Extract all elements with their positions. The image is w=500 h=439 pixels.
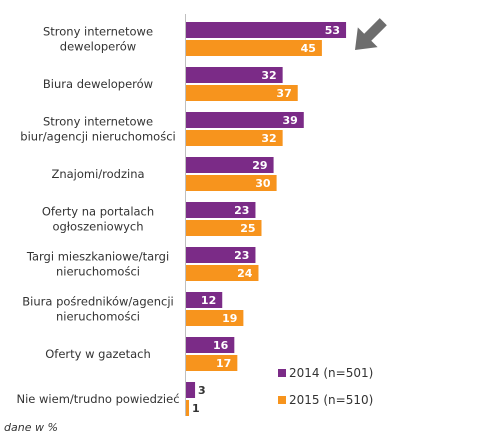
category-label: Targi mieszkaniowe/targi [26, 250, 169, 264]
category-label: Biura pośredników/agencji [22, 295, 173, 309]
bar-value-label: 24 [237, 267, 253, 280]
category-label: Znajomi/rodzina [51, 167, 144, 181]
legend-label: 2015 (n=510) [289, 393, 373, 407]
legend-label: 2014 (n=501) [289, 366, 373, 380]
bar-2015 [186, 40, 322, 56]
bar-value-label: 32 [261, 69, 276, 82]
bar-2015 [186, 175, 277, 191]
bar-value-label: 1 [192, 402, 200, 415]
bar-2014 [186, 202, 256, 218]
legend-swatch [278, 369, 286, 377]
legend: 2014 (n=501) 2015 (n=510) [278, 366, 373, 407]
bar-value-label: 23 [234, 204, 249, 217]
bar-value-label: 17 [216, 357, 231, 370]
bar-2015 [186, 85, 298, 101]
category-label: Biura deweloperów [43, 77, 153, 91]
bar-2014 [186, 247, 256, 263]
category-label: biur/agencji nieruchomości [20, 130, 175, 144]
bar-value-label: 39 [282, 114, 297, 127]
bar-value-label: 19 [222, 312, 237, 325]
bar-value-label: 23 [234, 249, 249, 262]
category-label: Oferty w gazetach [45, 347, 151, 361]
category-label: Nie wiem/trudno powiedzieć [16, 392, 179, 406]
bar-2015 [186, 220, 262, 236]
bar-2014 [186, 67, 283, 83]
bar-2015 [186, 355, 238, 371]
legend-swatch [278, 396, 286, 404]
bar-2014 [186, 22, 347, 38]
bar-2014 [186, 382, 196, 398]
bar-value-label: 12 [201, 294, 216, 307]
bar-value-label: 45 [301, 42, 316, 55]
bar-2014 [186, 157, 274, 173]
bar-value-label: 32 [261, 132, 276, 145]
category-label: nieruchomości [56, 265, 140, 279]
category-label: deweloperów [60, 40, 136, 54]
bar-value-label: 3 [198, 384, 206, 397]
bar-2015 [186, 400, 190, 416]
bar-value-label: 37 [276, 87, 291, 100]
arrow-icon [355, 18, 387, 50]
bar-2014 [186, 292, 223, 308]
bar-2014 [186, 112, 304, 128]
category-label: ogłoszeniowych [52, 220, 143, 234]
category-label: Strony internetowe [43, 115, 153, 129]
bar-value-label: 30 [255, 177, 271, 190]
category-label: Strony internetowe [43, 25, 153, 39]
bar-value-label: 29 [252, 159, 267, 172]
category-label: nieruchomości [56, 310, 140, 324]
units-note: dane w % [4, 421, 58, 434]
bar-2015 [186, 130, 283, 146]
bar-2014 [186, 337, 235, 353]
category-label: Oferty na portalach [42, 205, 154, 219]
bar-value-label: 25 [240, 222, 255, 235]
bar-value-label: 16 [213, 339, 229, 352]
bar-2015 [186, 265, 259, 281]
bar-2015 [186, 310, 244, 326]
bar-value-label: 53 [325, 24, 340, 37]
